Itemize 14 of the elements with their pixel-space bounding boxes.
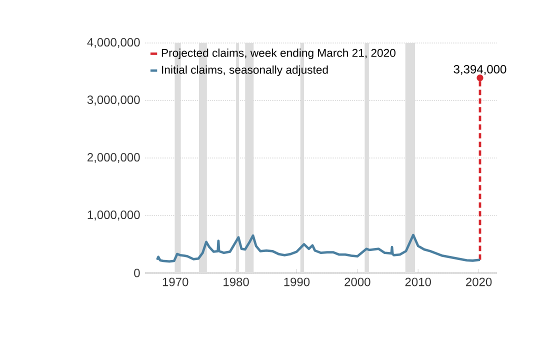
- legend-label: Projected claims, week ending March 21, 2020: [162, 48, 396, 60]
- annotation: 3,394,000: [454, 64, 506, 75]
- x-tick-label: 2000: [344, 278, 370, 286]
- x-tick-label: 1990: [284, 278, 310, 286]
- y-tick-label: 3,000,000: [87, 96, 140, 106]
- x-tick-label: 2010: [405, 278, 431, 286]
- x-tick-label: 1970: [162, 278, 188, 286]
- y-tick-label: 0: [134, 268, 140, 278]
- y-tick-label: 2,000,000: [88, 153, 140, 163]
- x-tick-label: 2020: [466, 278, 492, 286]
- x-tick-label: 1980: [224, 278, 249, 286]
- y-tick-label: 1,000,000: [88, 210, 140, 220]
- y-tick-label: 4,000,000: [87, 38, 140, 48]
- legend-label: Initial claims, seasonally adjusted: [162, 65, 328, 76]
